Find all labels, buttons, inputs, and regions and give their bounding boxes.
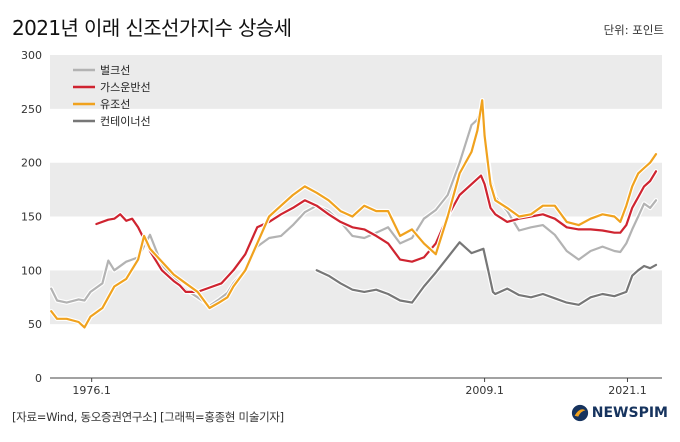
series-line: [315, 241, 658, 306]
brand-name: NEWSPIM: [591, 405, 668, 421]
series-line: [50, 99, 658, 329]
grid-band: [50, 324, 662, 378]
newspim-logo-icon: [571, 404, 588, 422]
legend-label: 컨테이너선: [100, 115, 151, 128]
unit-label: 단위: 포인트: [603, 23, 664, 37]
x-tick-label: 2009.1: [465, 384, 504, 397]
y-axis-ticks: 0 50 100 150 200 250 300: [21, 49, 42, 385]
series-lines: [48, 97, 659, 330]
brand-logo: NEWSPIM: [571, 404, 668, 422]
y-tick-label: 0: [35, 372, 42, 385]
y-tick-label: 250: [21, 103, 42, 116]
grid-band: [50, 270, 662, 325]
x-axis: 1976.1 2009.1 2021.1: [50, 377, 662, 397]
page-title: 2021년 이래 신조선가지수 상승세: [12, 16, 292, 40]
legend-label: 유조선: [100, 98, 130, 111]
x-tick-label: 2021.1: [608, 384, 647, 397]
y-tick-label: 50: [28, 318, 42, 331]
y-tick-label: 150: [21, 211, 42, 224]
legend-label: 가스운반선: [100, 81, 151, 94]
y-tick-label: 200: [21, 157, 42, 170]
y-tick-label: 300: [21, 49, 42, 62]
x-tick-label: 1976.1: [72, 384, 111, 397]
grid-band: [50, 162, 662, 217]
grid-band: [50, 108, 662, 163]
legend-label: 벌크선: [100, 64, 130, 77]
background-bands: [50, 55, 662, 378]
grid-band: [50, 55, 662, 109]
source-credit: [자료=Wind, 동오증권연구소] [그래픽=홍종현 미술기자]: [12, 410, 284, 424]
series-line: [95, 170, 658, 293]
y-tick-label: 100: [21, 264, 42, 277]
